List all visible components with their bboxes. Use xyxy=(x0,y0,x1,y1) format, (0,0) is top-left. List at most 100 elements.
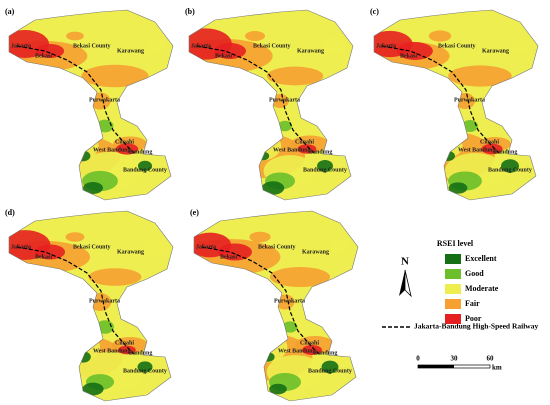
place-name: Bandung xyxy=(129,350,152,356)
rsei-patch xyxy=(60,333,100,361)
place-name: Purwakarta xyxy=(274,298,305,304)
map-panel: (e) Jakarta Bekasi County Bekasi Karawang Pur… xyxy=(190,208,359,402)
rsei-patch xyxy=(269,383,287,395)
place-name: Karawang xyxy=(117,48,144,54)
place-name: Bandung County xyxy=(123,368,167,374)
place-name: Karawang xyxy=(482,48,509,54)
place-name: Bandung County xyxy=(308,368,352,374)
place-name: West Bandung xyxy=(273,147,311,153)
place-name: Bekasi xyxy=(215,53,232,59)
rsei-patch xyxy=(397,42,433,60)
scale-tick-label: 0 xyxy=(416,355,420,363)
railway xyxy=(196,45,316,155)
scale-unit: km xyxy=(492,364,502,372)
rsei-patch xyxy=(214,43,246,59)
place-name: West Bandung xyxy=(93,348,131,354)
railway xyxy=(201,246,321,356)
rsei-patch xyxy=(83,182,103,194)
place-name: Purwakarta xyxy=(269,97,300,103)
rsei-patch xyxy=(249,231,271,243)
map-panel: (c) Jakarta Bekasi County Bekasi Karawang Pur… xyxy=(370,7,539,201)
place-name: Bekasi xyxy=(35,254,52,260)
rsei-patch xyxy=(88,268,142,286)
rsei-patch xyxy=(245,31,265,41)
place-name: Bekasi County xyxy=(258,244,296,250)
place-name: West Bandung xyxy=(458,147,496,153)
railway xyxy=(16,246,136,356)
rsei-patch xyxy=(218,243,252,261)
region-outline xyxy=(373,9,539,201)
place-name: Jakarta xyxy=(376,43,396,49)
rsei-patch xyxy=(448,182,468,194)
place-name: Bekasi County xyxy=(438,43,476,49)
rsei-patch xyxy=(65,232,85,242)
legend-label: Poor xyxy=(465,314,482,323)
place-name: Bandung County xyxy=(123,167,167,173)
legend-label: Good xyxy=(465,269,484,278)
map-panel: (a) Jakarta Bekasi County Bekasi Karawang Pur… xyxy=(5,7,174,201)
rsei-patch xyxy=(242,331,288,363)
place-name: Bandung xyxy=(129,149,152,155)
place-name: Bekasi County xyxy=(73,43,111,49)
region-outline xyxy=(188,9,354,201)
region-outline xyxy=(8,210,174,402)
rsei-patch xyxy=(137,361,153,373)
place-name: Purwakarta xyxy=(89,298,120,304)
place-name: West Bandung xyxy=(93,147,131,153)
rsei-patch xyxy=(321,360,339,374)
railway xyxy=(16,45,136,155)
place-name: Bandung County xyxy=(488,167,532,173)
place-name: Bekasi xyxy=(400,53,417,59)
legend-label: Excellent xyxy=(465,254,497,263)
legend-label: Moderate xyxy=(465,284,499,293)
place-name: Bandung xyxy=(314,350,337,356)
legend-swatch xyxy=(445,254,461,264)
place-name: Cimahi xyxy=(295,139,314,145)
place-name: West Bandung xyxy=(278,348,316,354)
rsei-patch xyxy=(34,244,66,260)
place-name: Bekasi County xyxy=(73,244,111,250)
rsei-patch xyxy=(35,43,65,59)
legend-swatch xyxy=(445,299,461,309)
legend-swatch xyxy=(445,269,461,279)
rsei-patch xyxy=(277,120,293,132)
place-name: Bandung County xyxy=(303,167,347,173)
north-arrow: N xyxy=(399,256,412,298)
north-label: N xyxy=(401,256,409,268)
rsei-patch xyxy=(81,64,149,88)
place-name: Purwakarta xyxy=(89,97,120,103)
place-name: Karawang xyxy=(117,249,144,255)
rsei-patch xyxy=(137,160,153,172)
place-name: Karawang xyxy=(302,249,329,255)
legend-swatch xyxy=(445,314,461,324)
rsei-patch xyxy=(238,131,282,161)
place-name: Cimahi xyxy=(300,340,319,346)
place-name: Cimahi xyxy=(115,139,134,145)
legend-label: Fair xyxy=(465,299,480,308)
map-panel: (b) Jakarta Bekasi County Bekasi Karawang Pur… xyxy=(185,7,354,201)
place-name: Bandung xyxy=(309,149,332,155)
place-name: Jakarta xyxy=(196,244,216,250)
rsei-patch xyxy=(510,38,530,54)
region-outline xyxy=(193,210,359,402)
rsei-patch xyxy=(82,382,104,396)
place-name: Jakarta xyxy=(11,244,31,250)
place-name: Cimahi xyxy=(480,139,499,145)
place-name: Bekasi County xyxy=(253,43,291,49)
scale-tick-label: 60 xyxy=(487,355,495,363)
panel-label: (b) xyxy=(185,7,195,16)
railway-label: Jakarta-Bandung High-Speed Railway xyxy=(414,322,538,331)
panel-label: (a) xyxy=(5,7,15,16)
place-name: Bandung xyxy=(494,149,517,155)
panel-label: (e) xyxy=(190,208,199,217)
rsei-patch xyxy=(317,160,333,172)
legend-swatch xyxy=(445,284,461,294)
railway xyxy=(381,45,501,155)
rsei-patch xyxy=(428,30,452,42)
rsei-patch xyxy=(462,120,478,132)
rsei-patch xyxy=(144,238,166,256)
panel-label: (d) xyxy=(5,208,15,217)
rsei-patch xyxy=(282,321,298,333)
place-name: Bekasi xyxy=(220,254,237,260)
